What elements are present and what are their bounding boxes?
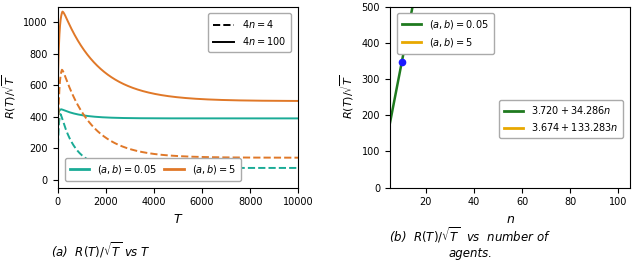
X-axis label: $n$: $n$ [506, 213, 515, 226]
Legend: $(a,b)=0.05$, $(a,b)=5$: $(a,b)=0.05$, $(a,b)=5$ [65, 158, 241, 181]
Y-axis label: $R(T)/\sqrt{T}$: $R(T)/\sqrt{T}$ [0, 75, 18, 120]
Text: (a)  $R(T)/\sqrt{T}$ vs $T$: (a) $R(T)/\sqrt{T}$ vs $T$ [51, 240, 151, 260]
Text: (b)  $R(T)/\sqrt{T}$  vs  number of
agents.: (b) $R(T)/\sqrt{T}$ vs number of agents. [389, 225, 552, 260]
Legend: $3.720+34.286n$, $3.674+133.283n$: $3.720+34.286n$, $3.674+133.283n$ [499, 100, 623, 138]
Y-axis label: $R(T)/\sqrt{T}$: $R(T)/\sqrt{T}$ [339, 75, 356, 120]
X-axis label: $T$: $T$ [173, 213, 183, 226]
